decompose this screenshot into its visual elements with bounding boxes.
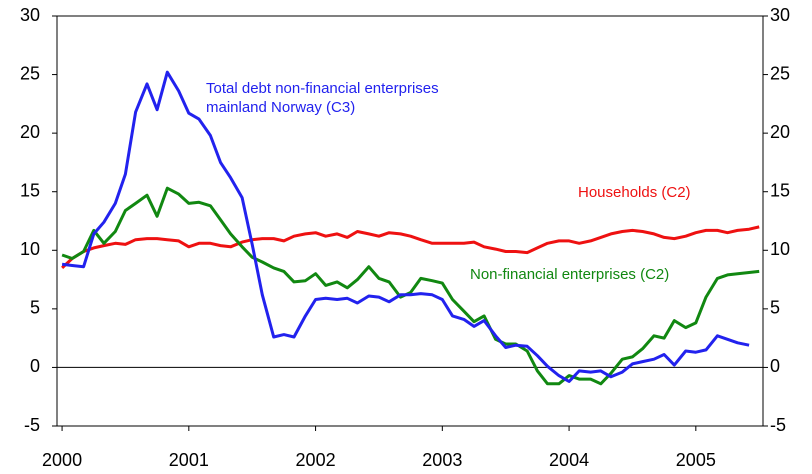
y2-tick-label: 15 <box>770 180 790 200</box>
y-tick-label: 15 <box>20 180 40 200</box>
x-tick-label: 2002 <box>296 450 336 470</box>
series-line <box>61 70 750 383</box>
y-tick-label: 0 <box>30 356 40 376</box>
y-tick-label: 5 <box>30 298 40 318</box>
y2-tick-label: 5 <box>770 298 780 318</box>
y2-tick-label: 30 <box>770 5 790 25</box>
y2-tick-label: 0 <box>770 356 780 376</box>
series-label: Non-financial enterprises (C2) <box>470 266 669 283</box>
plot-frame <box>56 15 764 427</box>
y2-tick-label: 20 <box>770 122 790 142</box>
y2-tick-label: 10 <box>770 239 790 259</box>
series-label: Total debt non-financial enterprises <box>206 80 439 97</box>
x-tick-label: 2004 <box>549 450 589 470</box>
series-line <box>61 225 760 269</box>
series-label: Households (C2) <box>578 184 691 201</box>
x-tick-label: 2000 <box>42 450 82 470</box>
y-tick-label: 25 <box>20 63 40 83</box>
y-tick-label: -5 <box>24 415 40 435</box>
x-tick-label: 2003 <box>422 450 462 470</box>
y-tick-label: 10 <box>20 239 40 259</box>
x-tick-label: 2001 <box>169 450 209 470</box>
series-label: mainland Norway (C3) <box>206 99 355 116</box>
x-tick-label: 2005 <box>676 450 716 470</box>
y-tick-label: 30 <box>20 5 40 25</box>
y2-tick-label: 25 <box>770 63 790 83</box>
y2-tick-label: -5 <box>770 415 786 435</box>
y-tick-label: 20 <box>20 122 40 142</box>
series-line <box>61 186 760 386</box>
